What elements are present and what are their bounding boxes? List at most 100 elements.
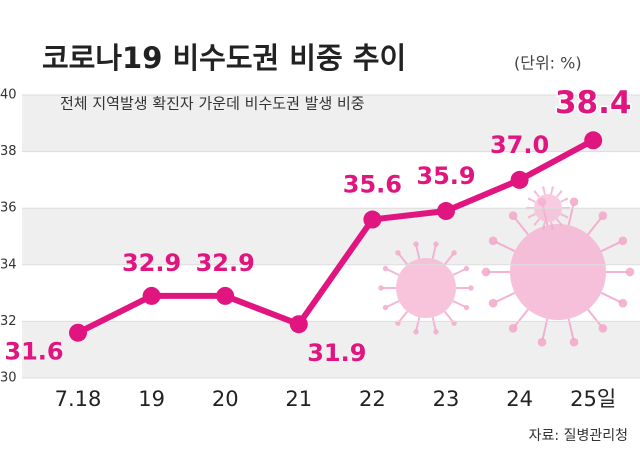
virus-spike (398, 310, 409, 323)
y-tick-label: 36 (0, 201, 17, 216)
virus-knob (569, 197, 579, 207)
value-label: 35.9 (416, 162, 475, 190)
x-tick-label: 21 (285, 387, 312, 411)
virus-spike (494, 240, 516, 253)
virus-knob (559, 190, 563, 193)
virus-knob (413, 241, 419, 247)
virus-knob (598, 323, 608, 333)
virus-spike (560, 198, 567, 203)
virus-spike (494, 291, 516, 304)
unit-label: (단위: %) (514, 54, 582, 73)
x-tick-label: 7.18 (55, 387, 102, 411)
value-label: 32.9 (196, 249, 255, 277)
virus-knob (481, 267, 491, 277)
virus-spike (386, 300, 400, 308)
value-label: 32.9 (122, 249, 181, 277)
band (22, 321, 640, 378)
virus-spike (550, 187, 554, 195)
virus-spike (555, 191, 562, 198)
virus-spike (513, 216, 529, 236)
virus-knob (451, 250, 457, 256)
value-label: 31.9 (307, 339, 366, 367)
virus-spike (534, 218, 541, 225)
source-label: 자료: 질병관리청 (529, 428, 628, 444)
virus-spike (443, 253, 454, 266)
y-tick-label: 40 (0, 88, 17, 103)
x-tick-label: 25일 (570, 387, 616, 411)
virus-spike (534, 191, 541, 198)
virus-knob (565, 197, 569, 201)
virus-knob (527, 215, 531, 219)
virus-knob (382, 304, 389, 311)
x-tick-label: 23 (433, 387, 460, 411)
virus-knob (527, 197, 531, 201)
virus-spike (555, 218, 562, 225)
virus-spike (415, 245, 421, 259)
virus-knob (433, 329, 439, 335)
virus-spike (541, 318, 549, 341)
data-point (216, 286, 235, 305)
chart-subtitle: 전체 지역발생 확진자 가운데 비수도권 발생 비중 (60, 95, 365, 113)
data-point (437, 202, 455, 221)
virus-spike (587, 308, 603, 328)
virus-spike (600, 291, 622, 304)
value-label: 31.6 (4, 338, 63, 366)
virus-spike (431, 317, 437, 331)
y-tick-label: 30 (0, 371, 17, 386)
virus-knob (508, 211, 518, 221)
x-tick-label: 22 (359, 387, 386, 411)
virus-knob (468, 285, 474, 291)
virus-knob (542, 186, 545, 189)
virus-knob (551, 186, 554, 189)
data-point (142, 286, 161, 305)
virus-spike (529, 213, 536, 218)
virus-knob (551, 227, 554, 230)
virus-spike (600, 240, 622, 253)
virus-knob (618, 298, 628, 308)
virus-knob (395, 250, 401, 256)
data-point (510, 170, 529, 189)
virus-spike (431, 245, 437, 259)
virus-spike (386, 268, 400, 276)
virus-spike (443, 310, 454, 323)
virus-spike (452, 268, 466, 276)
value-label: 35.6 (343, 171, 402, 199)
virus-body (510, 224, 606, 320)
data-line (76, 137, 595, 336)
virus-knob (488, 298, 498, 308)
virus-spike (542, 221, 546, 229)
virus-knob (378, 285, 384, 291)
virus-knob (508, 323, 518, 333)
virus-knob (463, 265, 470, 272)
virus-knob (598, 211, 608, 221)
x-tick-label: 24 (506, 387, 533, 411)
x-tick-label: 20 (212, 387, 239, 411)
y-tick-label: 32 (0, 314, 17, 329)
virus-spike (542, 187, 546, 195)
band (22, 95, 640, 152)
virus-spike (398, 253, 409, 266)
y-tick-label: 34 (0, 257, 17, 272)
virus-knob (533, 190, 537, 193)
y-tick-label: 38 (0, 144, 17, 159)
virus-knob (569, 337, 579, 347)
virus-spike (560, 213, 567, 218)
data-point (363, 210, 382, 229)
virus-spike (567, 203, 575, 226)
virus-spike (415, 317, 421, 331)
virus-knob (625, 267, 635, 277)
virus-knob (542, 227, 545, 230)
virus-spike (567, 318, 575, 341)
virus-spike (452, 300, 466, 308)
x-tick-label: 19 (138, 387, 165, 411)
virus-knob (559, 223, 563, 226)
virus-knob (413, 329, 419, 335)
virus-spike (513, 308, 529, 328)
virus-knob (433, 241, 439, 247)
virus-knob (463, 304, 470, 311)
virus-knob (565, 215, 569, 219)
virus-body (396, 258, 456, 318)
data-point (289, 315, 308, 334)
virus-spike (550, 221, 554, 229)
